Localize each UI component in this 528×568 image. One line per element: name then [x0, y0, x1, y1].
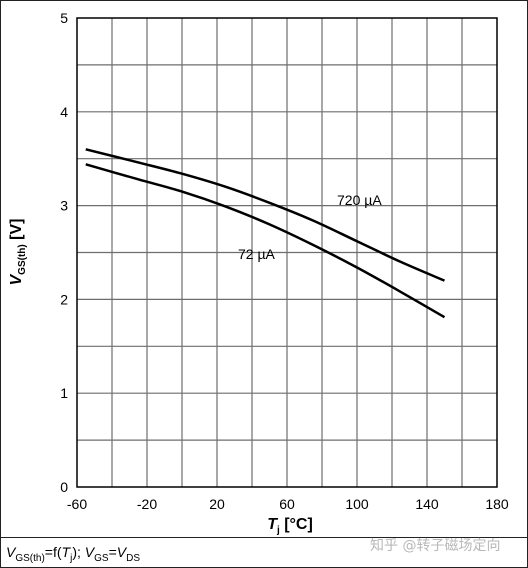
y-axis-title-sub: GS(th) — [17, 244, 28, 275]
y-tick-label: 3 — [60, 198, 68, 214]
y-tick-label: 2 — [60, 291, 68, 307]
series-layer — [85, 148, 446, 319]
caption-v1-sub: GS(th) — [15, 552, 45, 564]
y-axis-title-main: V — [8, 274, 25, 286]
x-tick-label: 140 — [415, 496, 439, 512]
x-axis-title-unit: [°C] — [280, 516, 313, 533]
y-tick-label: 0 — [60, 479, 68, 495]
caption-v3: V — [116, 544, 127, 560]
caption-eq2: = — [108, 544, 117, 560]
caption-v2: V — [84, 544, 95, 560]
x-tick-label: 20 — [209, 496, 225, 512]
caption-t: T — [61, 544, 71, 560]
x-axis-title: Tj [°C] — [267, 516, 313, 536]
caption-v3-sub: DS — [126, 552, 141, 564]
y-tick-label: 5 — [60, 10, 68, 26]
x-tick-label: 60 — [279, 496, 295, 512]
caption-bar: VGS(th)=f(Tj); VGS=VDS — [0, 537, 528, 567]
plot-border — [76, 17, 498, 488]
series-label-720ua: 720 µA — [337, 192, 382, 208]
x-tick-label: 100 — [345, 496, 369, 512]
caption-t-sub: j — [70, 552, 73, 564]
chart-canvas: -60 -20 20 60 100 140 180 0 1 2 3 4 5 Tj [°C] VGS(t… — [8, 10, 509, 536]
series-line-72ua — [85, 163, 446, 319]
grid — [77, 18, 497, 487]
caption-eq1-end: ); — [72, 544, 85, 560]
watermark: 知乎 @转子磁场定向 — [370, 538, 501, 554]
caption-eq1: =f( — [44, 544, 62, 560]
caption-v1: V — [6, 544, 16, 560]
x-axis-title-main: T — [267, 516, 278, 533]
caption: VGS(th)=f(Tj); VGS=VDS — [6, 544, 140, 564]
x-tick-label: -60 — [67, 496, 87, 512]
y-tick-label: 4 — [60, 104, 68, 120]
y-tick-label: 1 — [60, 385, 68, 401]
x-tick-labels: -60 -20 20 60 100 140 180 — [67, 496, 509, 512]
series-line-720ua — [85, 148, 445, 282]
x-tick-label: -20 — [137, 496, 157, 512]
caption-v2-sub: GS — [94, 552, 109, 564]
y-tick-labels: 0 1 2 3 4 5 — [60, 10, 68, 495]
x-axis-title-sub: j — [276, 525, 280, 536]
x-tick-label: 180 — [485, 496, 509, 512]
y-axis-title-unit: [V] — [8, 219, 25, 245]
y-axis-title: VGS(th) [V] — [8, 219, 28, 286]
series-label-72ua: 72 µA — [238, 246, 276, 262]
